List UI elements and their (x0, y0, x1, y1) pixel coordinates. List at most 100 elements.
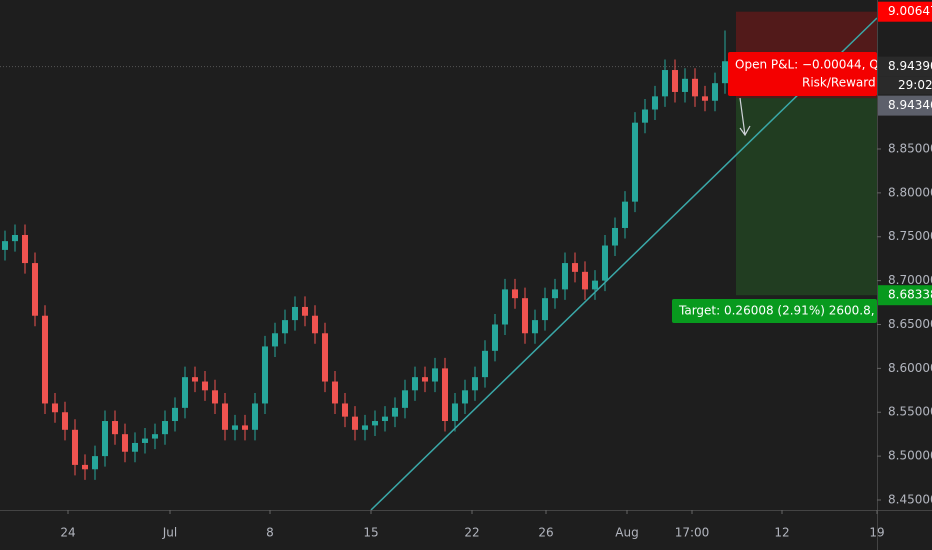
price-label: 8.94390 (888, 59, 932, 73)
candle-body (682, 78, 688, 92)
candle-body (292, 306, 298, 321)
candle-body (692, 78, 698, 97)
candle-body (452, 403, 458, 422)
price-label-bg (878, 95, 932, 116)
candle-body (432, 368, 438, 382)
candle-body (232, 425, 238, 430)
candle-body (162, 421, 168, 435)
target-text: Target: 0.26008 (2.91%) 2600.8, A (678, 304, 887, 318)
candle-body (32, 263, 38, 316)
x-axis-bg (0, 510, 932, 550)
price-label: 9.00647 (888, 4, 932, 18)
candle-body (202, 381, 208, 391)
candle-body (142, 438, 148, 443)
candle-body (592, 280, 598, 290)
candle-body (252, 403, 258, 430)
candle-body (72, 429, 78, 465)
candle-body (312, 315, 318, 334)
candle-body (642, 109, 648, 123)
candle-body (152, 434, 158, 439)
candle-body (702, 96, 708, 101)
candle-body (12, 234, 18, 242)
price-label-bg (878, 56, 932, 77)
candle-body (82, 464, 88, 470)
candle-body (422, 377, 428, 382)
candle-body (172, 407, 178, 422)
price-label: 8.94346 (888, 98, 932, 112)
candle-body (362, 425, 368, 430)
candle-body (502, 289, 508, 325)
candle-body (342, 403, 348, 417)
candle-body (652, 96, 658, 110)
x-tick-label: 24 (60, 526, 75, 540)
candle-body (372, 421, 378, 426)
candle-body (492, 324, 498, 351)
candle-body (52, 403, 58, 413)
x-tick-label: Aug (615, 526, 638, 540)
y-tick-label: 8.80000 (888, 185, 932, 199)
candle-body (382, 416, 388, 422)
candle-body (562, 263, 568, 290)
target-box-bg (672, 299, 877, 323)
candle-body (722, 61, 728, 84)
y-tick-label: 8.85000 (888, 141, 932, 155)
candle-body (572, 263, 578, 272)
candle-body (22, 234, 28, 264)
candle-body (622, 201, 628, 228)
x-tick-label: 19 (869, 526, 884, 540)
candle-body (62, 412, 68, 430)
candle-body (42, 315, 48, 404)
x-tick-label: 12 (774, 526, 789, 540)
candle-body (412, 377, 418, 391)
candle-body (132, 442, 138, 452)
candle-body (712, 83, 718, 101)
x-tick-label: 8 (266, 526, 274, 540)
price-label: 8.68338 (888, 288, 932, 302)
x-tick-label: 26 (538, 526, 553, 540)
y-tick-label: 8.50000 (888, 449, 932, 463)
target-zone (736, 98, 877, 296)
candle-body (552, 289, 558, 299)
candle-body (612, 227, 618, 246)
candle-body (392, 407, 398, 417)
x-tick-label: 15 (363, 526, 378, 540)
candle-body (522, 298, 528, 334)
candle-body (442, 368, 448, 422)
candle-body (122, 434, 128, 452)
candle-body (282, 320, 288, 334)
trendline (370, 17, 877, 510)
candle-body (272, 333, 278, 347)
y-tick-label: 8.70000 (888, 273, 932, 287)
candle-body (472, 377, 478, 391)
countdown: 29:02 (898, 78, 932, 92)
candle-body (322, 333, 328, 382)
pnl-text: Open P&L: −0.00044, Qt (735, 58, 884, 72)
candle-body (632, 122, 638, 202)
x-tick-label: 22 (464, 526, 479, 540)
candle-body (2, 241, 8, 250)
candle-body (222, 403, 228, 430)
candle-body (542, 298, 548, 321)
candle-body (92, 456, 98, 470)
candle-body (582, 271, 588, 290)
candle-body (352, 416, 358, 430)
candle-body (262, 346, 268, 404)
countdown-bg (878, 76, 932, 95)
candle-body (182, 377, 188, 408)
x-tick-label: 17:00 (675, 526, 710, 540)
price-label-bg (878, 1, 932, 22)
candle-body (672, 70, 678, 92)
candle-body (112, 421, 118, 435)
candle-body (192, 377, 198, 382)
price-label-bg (878, 285, 932, 306)
candle-body (302, 306, 308, 316)
y-tick-label: 8.75000 (888, 229, 932, 243)
candle-body (242, 425, 248, 430)
y-tick-label: 8.55000 (888, 405, 932, 419)
candle-body (212, 390, 218, 404)
candle-body (512, 289, 518, 299)
candle-body (532, 320, 538, 334)
